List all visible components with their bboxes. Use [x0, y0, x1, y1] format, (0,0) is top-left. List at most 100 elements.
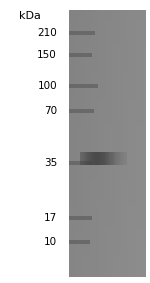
- Bar: [93, 152, 94, 165]
- Bar: [69, 255, 146, 260]
- Bar: [116, 10, 117, 277]
- Bar: [113, 10, 114, 277]
- Bar: [121, 152, 122, 165]
- Bar: [142, 10, 143, 277]
- Bar: [94, 10, 95, 277]
- Bar: [91, 152, 92, 165]
- Bar: [69, 251, 146, 255]
- Bar: [103, 10, 104, 277]
- Bar: [73, 10, 74, 277]
- Bar: [117, 152, 119, 165]
- Bar: [139, 10, 140, 277]
- Bar: [98, 152, 99, 165]
- Text: 17: 17: [44, 213, 57, 223]
- Bar: [102, 152, 104, 165]
- Bar: [69, 215, 146, 219]
- Bar: [69, 41, 146, 46]
- Bar: [69, 219, 146, 224]
- Bar: [100, 10, 102, 277]
- Bar: [80, 10, 81, 277]
- Bar: [69, 268, 146, 273]
- Bar: [104, 10, 105, 277]
- Bar: [93, 10, 94, 277]
- Bar: [105, 10, 106, 277]
- Bar: [76, 10, 77, 277]
- Bar: [69, 10, 146, 14]
- Bar: [85, 152, 86, 165]
- Bar: [69, 31, 95, 35]
- Bar: [122, 10, 123, 277]
- Bar: [69, 139, 146, 144]
- Bar: [135, 10, 136, 277]
- Bar: [92, 152, 93, 165]
- Bar: [69, 228, 146, 233]
- Bar: [69, 117, 146, 121]
- Bar: [69, 224, 146, 228]
- Text: 70: 70: [44, 106, 57, 116]
- Bar: [108, 10, 109, 277]
- Text: 210: 210: [37, 27, 57, 38]
- Bar: [69, 63, 146, 68]
- Bar: [69, 109, 94, 113]
- Bar: [129, 10, 130, 277]
- Bar: [131, 10, 132, 277]
- Bar: [113, 152, 114, 165]
- Bar: [69, 53, 92, 57]
- Bar: [69, 153, 146, 157]
- Bar: [108, 152, 109, 165]
- Bar: [109, 152, 111, 165]
- Bar: [114, 10, 115, 277]
- Bar: [69, 144, 146, 148]
- Text: 35: 35: [44, 158, 57, 168]
- Bar: [69, 32, 146, 37]
- Bar: [74, 10, 75, 277]
- Bar: [106, 10, 107, 277]
- Bar: [69, 179, 146, 184]
- Bar: [69, 54, 146, 59]
- Bar: [85, 10, 86, 277]
- Text: 150: 150: [37, 50, 57, 60]
- Bar: [69, 10, 70, 277]
- Bar: [123, 10, 124, 277]
- Bar: [95, 10, 96, 277]
- Bar: [69, 246, 146, 251]
- Bar: [120, 10, 121, 277]
- Bar: [111, 10, 112, 277]
- Bar: [69, 193, 146, 197]
- Bar: [125, 10, 126, 277]
- Bar: [69, 184, 146, 188]
- Bar: [136, 10, 137, 277]
- Bar: [69, 197, 146, 201]
- Bar: [69, 201, 146, 206]
- Bar: [143, 10, 144, 277]
- Bar: [81, 152, 83, 165]
- Bar: [69, 148, 146, 153]
- Bar: [69, 166, 146, 170]
- Bar: [110, 10, 111, 277]
- Bar: [126, 152, 127, 165]
- Bar: [94, 152, 95, 165]
- Text: kDa: kDa: [19, 11, 41, 21]
- Bar: [69, 95, 146, 99]
- Bar: [88, 152, 90, 165]
- Bar: [69, 161, 92, 165]
- Bar: [96, 10, 97, 277]
- Bar: [99, 152, 100, 165]
- Bar: [69, 233, 146, 237]
- Text: 10: 10: [44, 237, 57, 247]
- Bar: [69, 90, 146, 95]
- Bar: [69, 135, 146, 139]
- Bar: [78, 10, 79, 277]
- Bar: [69, 237, 146, 242]
- Bar: [80, 152, 81, 165]
- Bar: [69, 23, 146, 28]
- Text: 100: 100: [37, 81, 57, 91]
- Bar: [70, 10, 71, 277]
- Bar: [69, 14, 146, 19]
- Bar: [69, 188, 146, 193]
- Bar: [115, 152, 116, 165]
- Bar: [69, 19, 146, 23]
- Bar: [69, 157, 146, 161]
- Bar: [82, 10, 83, 277]
- Bar: [119, 10, 120, 277]
